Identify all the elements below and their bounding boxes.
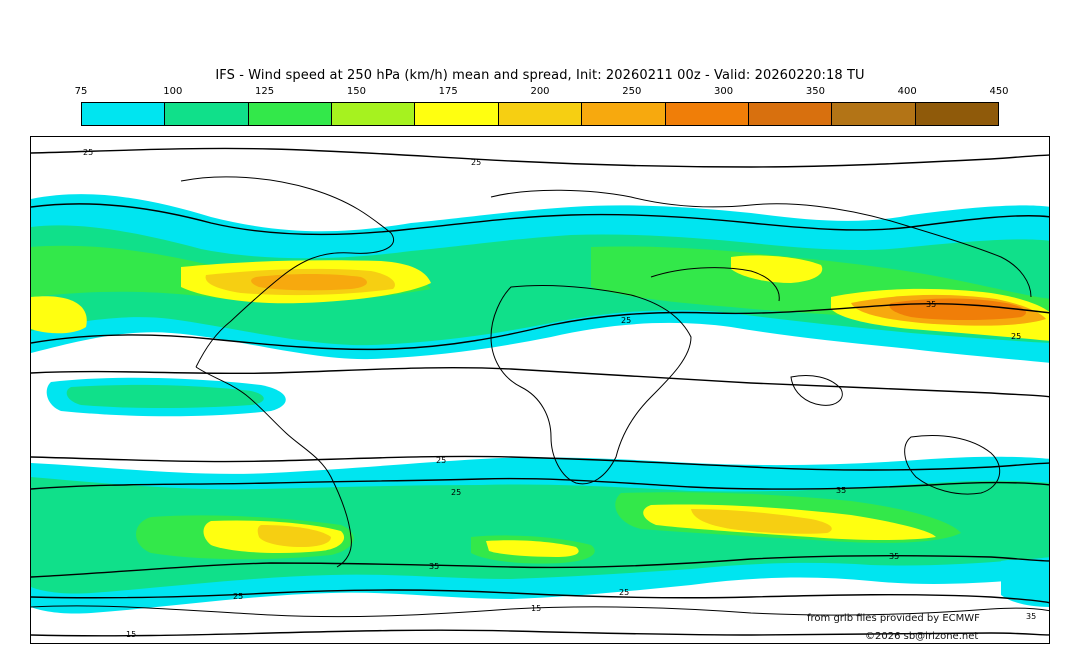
- contour-label: 35: [836, 486, 846, 495]
- color-scale-tick-label: 200: [530, 86, 550, 97]
- contour-label: 25: [619, 588, 629, 597]
- contour-label: 25: [83, 148, 93, 157]
- contour-label: 25: [471, 158, 481, 167]
- contour-label: 25: [1011, 332, 1021, 341]
- wind-speed-map: 25 25 25 35 25 25 25 35 35 35 25 25 15 1…: [30, 136, 1050, 644]
- color-scale-segment: [248, 103, 333, 125]
- color-scale-tick-label: 150: [346, 86, 366, 97]
- northern-jet-band: [31, 194, 1049, 363]
- color-scale-segment: [582, 103, 666, 125]
- color-scale-tick-label: 175: [438, 86, 458, 97]
- subtropical-jet-band: [46, 377, 286, 417]
- color-scale-segment: [832, 103, 916, 125]
- color-scale-tick-label: 450: [989, 86, 1009, 97]
- color-scale-tick-label: 75: [74, 86, 88, 97]
- color-scale-segment: [332, 103, 416, 125]
- color-scale-segment: [748, 103, 833, 125]
- source-credit: from grib files provided by ECMWF: [807, 613, 980, 624]
- color-scale-tick-label: 300: [714, 86, 734, 97]
- contour-label-group: 25 25 25 35 25 25 25 35 35 35 25 25 15 1…: [83, 148, 1036, 639]
- color-scale-bar: [81, 102, 999, 126]
- contour-label: 35: [1026, 612, 1036, 621]
- color-scale-segment: [498, 103, 583, 125]
- contour-label: 35: [889, 552, 899, 561]
- chart-title: IFS - Wind speed at 250 hPa (km/h) mean …: [215, 68, 865, 83]
- contour-label: 15: [531, 604, 541, 613]
- contour-label: 35: [429, 562, 439, 571]
- contour-label: 25: [436, 456, 446, 465]
- contour-lines: [31, 147, 1049, 637]
- contour-label: 25: [621, 316, 631, 325]
- contour-label: 25: [451, 488, 461, 497]
- contour-label: 25: [233, 592, 243, 601]
- map-canvas: 25 25 25 35 25 25 25 35 35 35 25 25 15 1…: [31, 147, 1049, 639]
- color-scale-segment: [415, 103, 499, 125]
- southern-jet-band: [31, 456, 1049, 614]
- color-scale-segment: [165, 103, 249, 125]
- color-scale-tick-label: 350: [805, 86, 825, 97]
- color-scale-tick-label: 400: [897, 86, 917, 97]
- color-scale-segment: [665, 103, 749, 125]
- copyright-credit: ©2026 sb@irizone.net: [865, 631, 979, 642]
- color-scale-tick-label: 125: [255, 86, 275, 97]
- color-scale-segment: [82, 103, 166, 125]
- color-scale-tick-label: 250: [622, 86, 642, 97]
- contour-label: 15: [126, 630, 136, 639]
- color-scale-segment: [915, 103, 998, 125]
- contour-label: 35: [926, 300, 936, 309]
- color-scale-tick-label: 100: [163, 86, 183, 97]
- coastlines: [31, 176, 1049, 618]
